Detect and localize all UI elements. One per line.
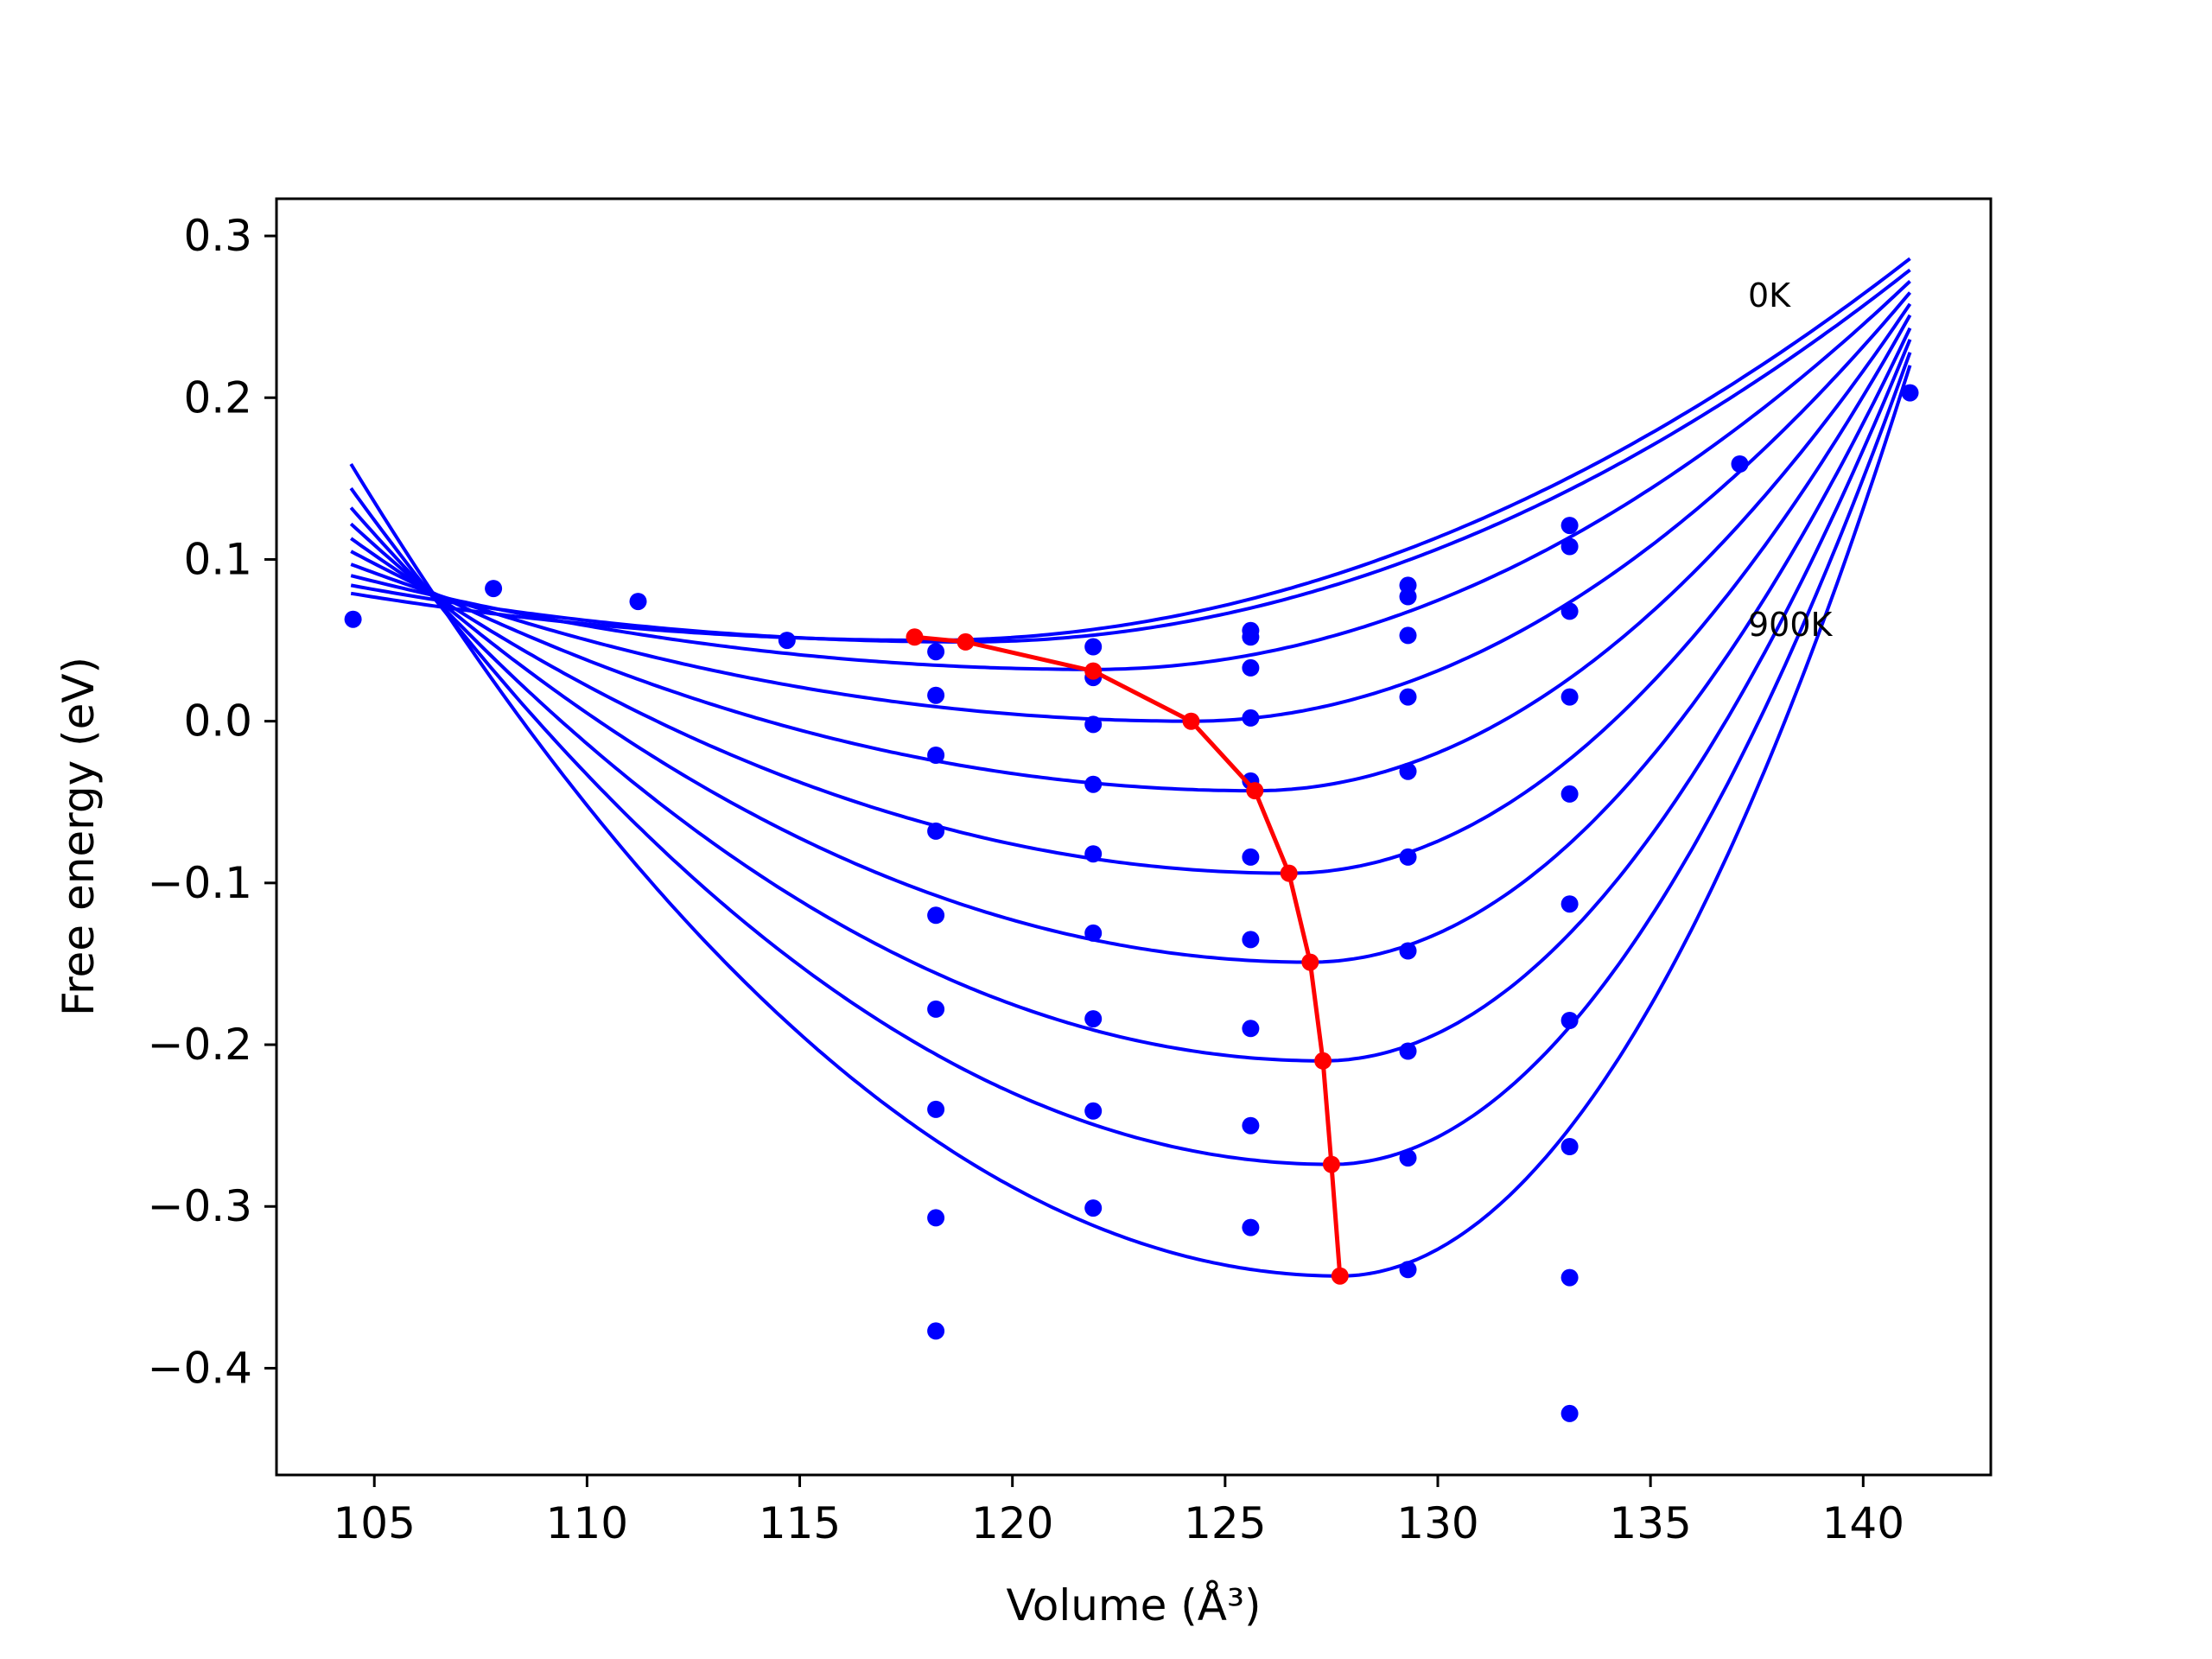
minimum-marker — [1322, 1155, 1340, 1173]
data-point — [1399, 688, 1417, 706]
data-point — [927, 906, 945, 925]
fit-curve-800k — [349, 352, 1912, 1166]
fit-curve-0k — [350, 257, 1911, 643]
data-point — [1084, 1199, 1103, 1217]
data-point — [1084, 924, 1103, 942]
y-tick-label: −0.4 — [148, 1343, 252, 1393]
fit-curve-300k — [350, 291, 1912, 723]
data-point — [1560, 1268, 1579, 1287]
minimum-marker — [1331, 1267, 1349, 1285]
fit-curve-600k — [349, 327, 1912, 964]
data-point — [927, 643, 945, 661]
data-point — [927, 1100, 945, 1118]
x-tick-label: 110 — [546, 1498, 628, 1548]
data-point — [485, 580, 503, 598]
data-point — [1560, 688, 1579, 706]
data-point — [1399, 588, 1417, 606]
data-point — [927, 1209, 945, 1227]
data-point — [1084, 1102, 1103, 1120]
x-tick-label: 120 — [971, 1498, 1053, 1548]
data-point — [1560, 1012, 1579, 1029]
y-tick-label: 0.3 — [183, 211, 252, 261]
data-point — [1399, 1261, 1417, 1279]
data-point — [1399, 848, 1417, 866]
minimum-marker — [957, 632, 975, 651]
data-point — [927, 822, 945, 840]
y-tick-label: −0.1 — [148, 858, 252, 908]
data-point — [629, 593, 647, 611]
minimum-marker — [1182, 712, 1200, 730]
fit-curve-400k — [350, 302, 1912, 793]
x-axis-title: Volume (Å³) — [1006, 1580, 1261, 1630]
data-point — [1399, 1042, 1417, 1060]
data-point — [927, 1322, 945, 1340]
y-tick-label: −0.2 — [148, 1020, 252, 1070]
data-point — [1560, 537, 1579, 556]
data-point — [1399, 1149, 1417, 1167]
y-tick-label: 0.1 — [183, 534, 252, 584]
data-point — [1242, 628, 1260, 646]
minimum-marker — [1084, 662, 1103, 680]
y-axis: −0.4 −0.3 −0.2 −0.1 0.0 0.1 0.2 0.3 — [148, 211, 276, 1393]
data-point — [1399, 762, 1417, 780]
data-point — [1242, 1218, 1260, 1236]
minima-path — [906, 628, 1349, 1285]
x-tick-label: 105 — [334, 1498, 416, 1548]
x-axis: 105 110 115 120 125 130 135 140 — [334, 1475, 1904, 1548]
data-point — [1560, 785, 1579, 803]
data-point — [1084, 845, 1103, 863]
annotation-0k: 0K — [1748, 276, 1791, 315]
data-point — [1242, 709, 1260, 727]
minimum-marker — [1246, 782, 1264, 800]
data-point — [1242, 931, 1260, 949]
fit-curve-700k — [349, 339, 1912, 1063]
x-tick-label: 135 — [1609, 1498, 1691, 1548]
minimum-marker — [906, 628, 924, 646]
x-tick-label: 130 — [1396, 1498, 1478, 1548]
data-point — [1084, 1010, 1103, 1028]
data-point — [1242, 848, 1260, 866]
plot-frame — [275, 197, 1993, 1477]
data-point — [1242, 1020, 1260, 1038]
y-axis-title: Free energy (eV) — [54, 657, 104, 1016]
minimum-marker — [1301, 953, 1319, 971]
data-point — [1901, 384, 1919, 402]
data-point — [1560, 895, 1579, 913]
minimum-marker — [1314, 1052, 1332, 1070]
data-point — [1560, 1404, 1579, 1422]
data-point — [344, 610, 362, 628]
data-point — [1399, 626, 1417, 645]
data-points — [344, 384, 1919, 1422]
data-point — [1084, 775, 1103, 793]
fit-curves — [349, 257, 1912, 1278]
data-point — [1084, 715, 1103, 734]
minimum-marker — [1280, 864, 1298, 882]
data-point — [1560, 1138, 1579, 1155]
fit-curve-100k — [350, 268, 1911, 644]
data-point — [1560, 602, 1579, 620]
data-point — [1731, 455, 1749, 473]
data-point — [1242, 658, 1260, 677]
data-point — [1084, 638, 1103, 656]
annotation-900k: 900K — [1748, 606, 1834, 644]
x-tick-label: 125 — [1184, 1498, 1266, 1548]
x-tick-label: 115 — [759, 1498, 841, 1548]
data-point — [1242, 1116, 1260, 1135]
minima-line — [914, 634, 1343, 1276]
data-point — [927, 1000, 945, 1018]
data-point — [927, 747, 945, 764]
data-point — [927, 686, 945, 704]
fit-curve-200k — [350, 280, 1911, 671]
data-point — [1399, 942, 1417, 960]
data-point — [778, 632, 796, 650]
y-tick-label: 0.2 — [183, 372, 252, 423]
data-point — [1560, 517, 1579, 535]
y-tick-label: 0.0 — [183, 696, 252, 747]
fit-curve-500k — [350, 314, 1912, 875]
fit-curve-900k — [349, 365, 1912, 1278]
y-tick-label: −0.3 — [148, 1181, 252, 1231]
x-tick-label: 140 — [1822, 1498, 1904, 1548]
